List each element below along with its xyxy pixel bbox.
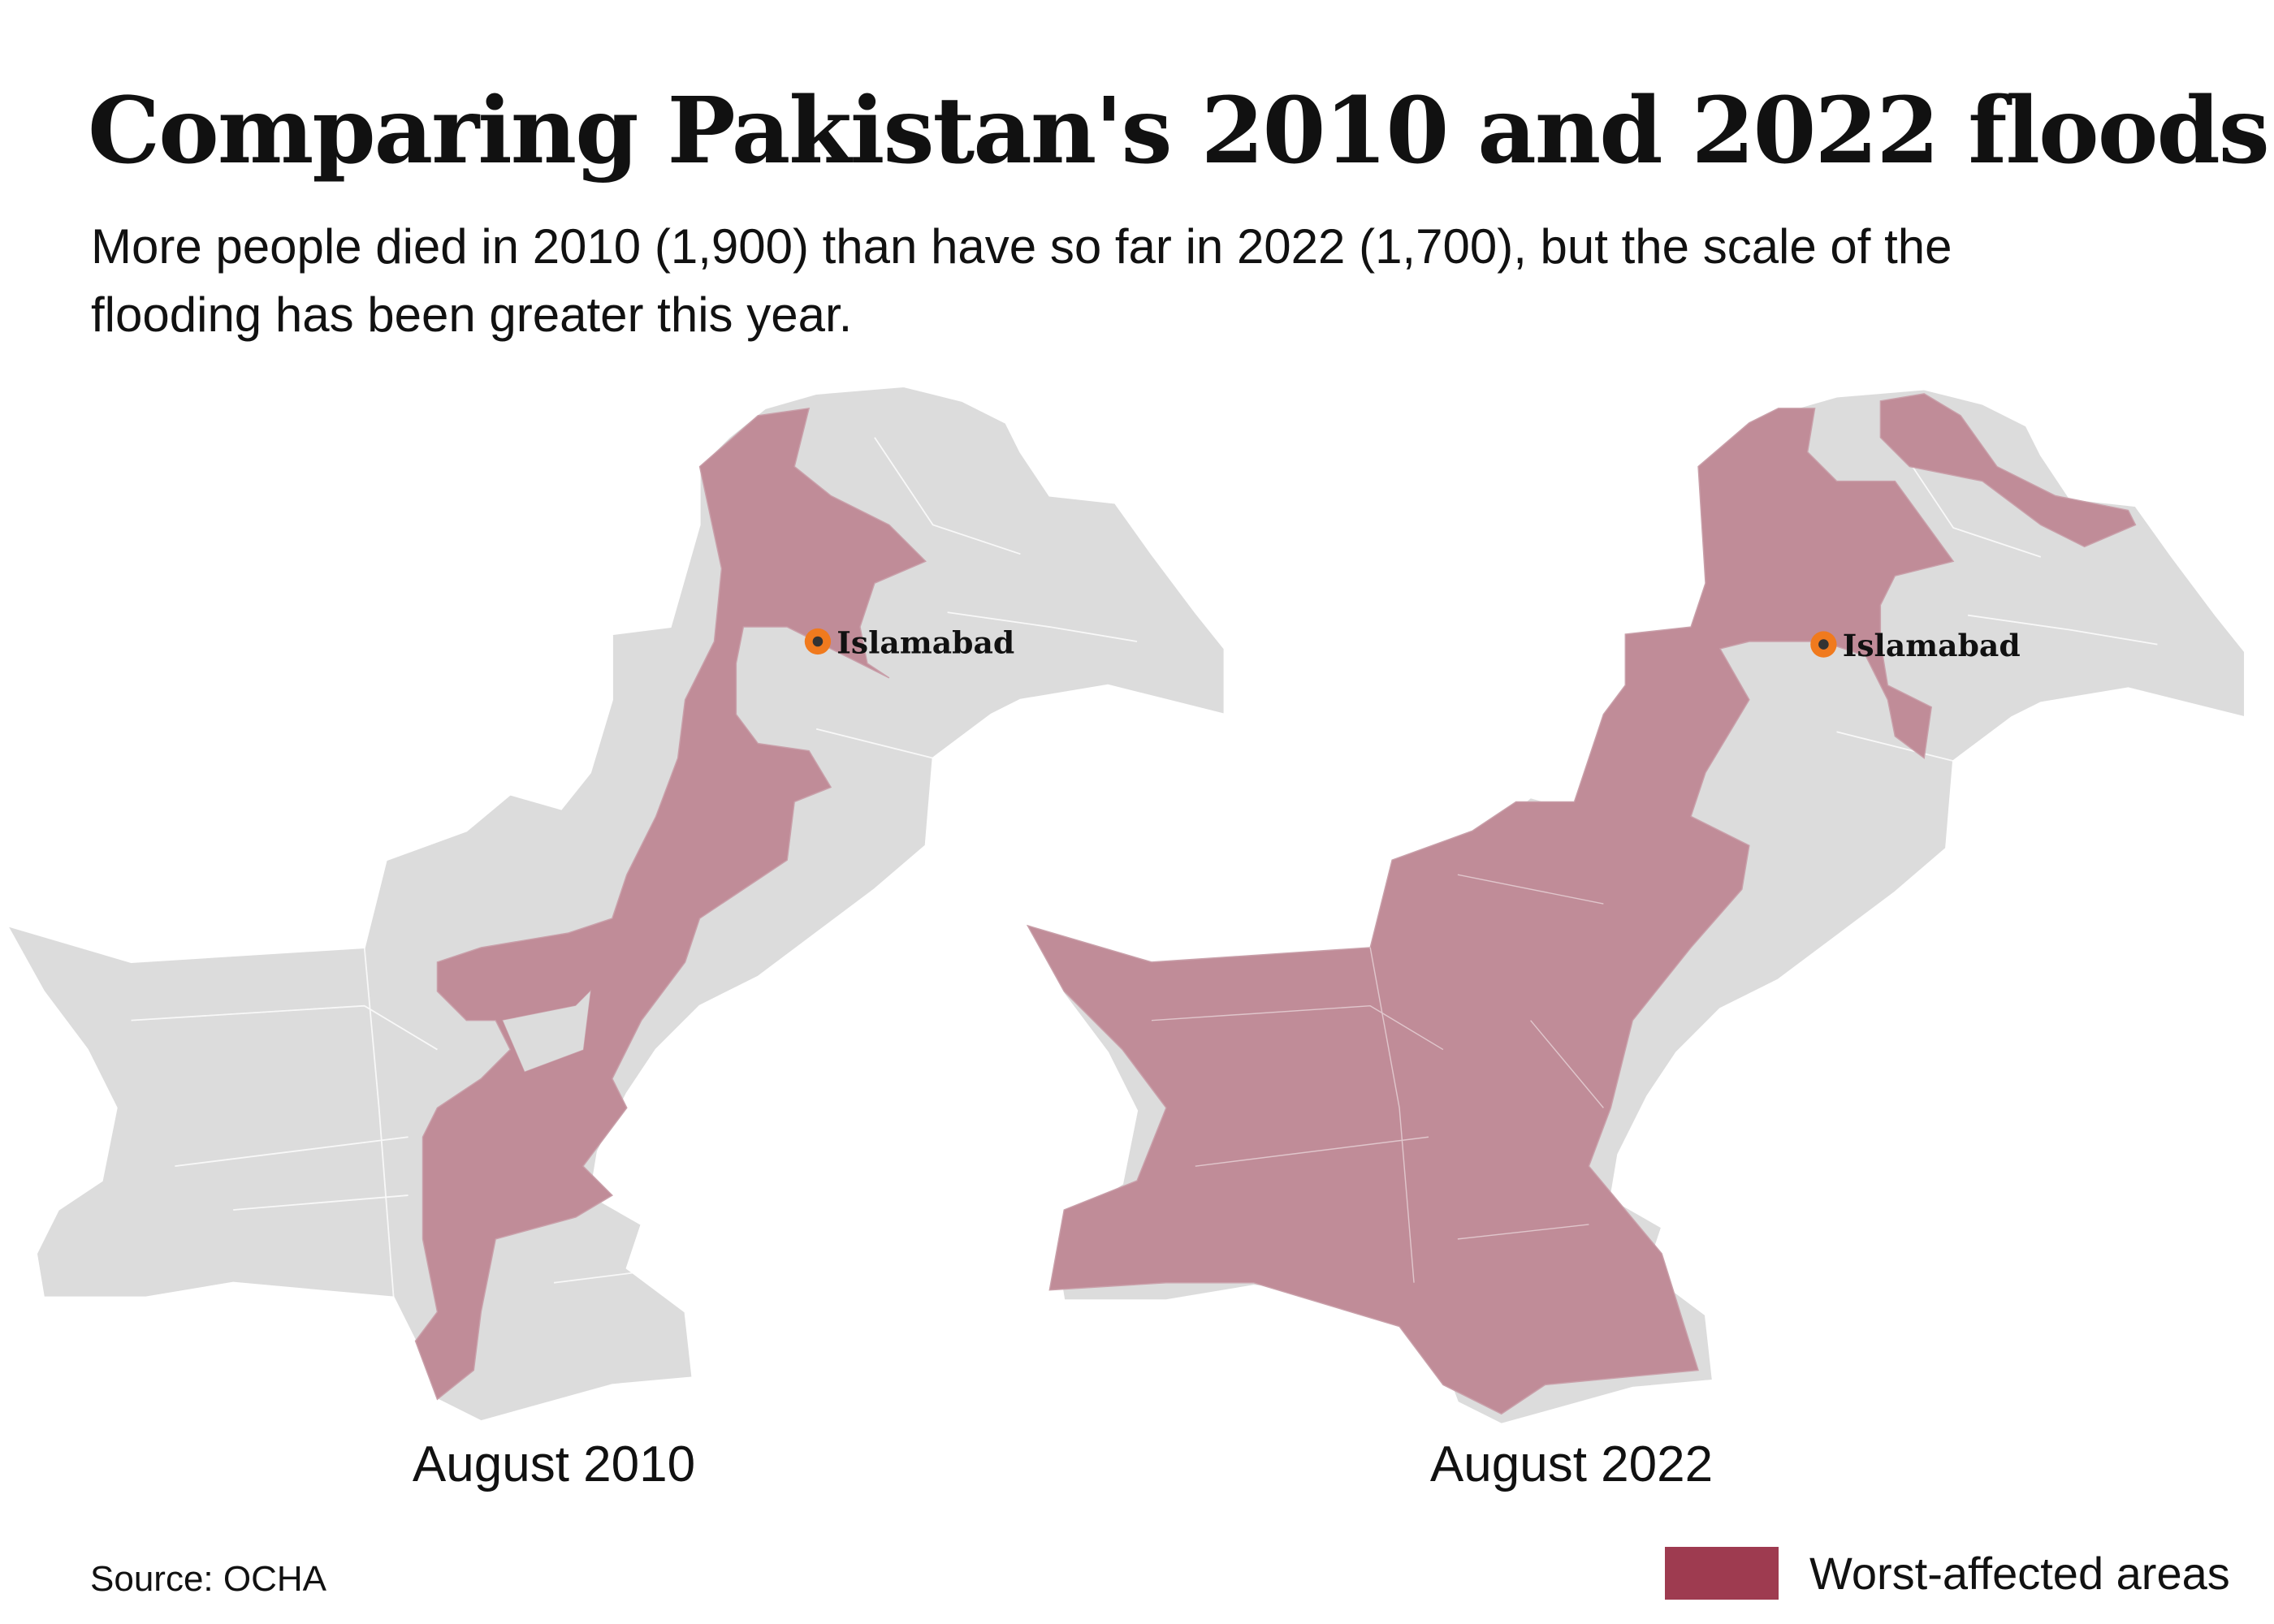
pakistan-outline [6, 385, 1226, 1423]
legend-label: Worst-affected areas [1809, 1548, 2230, 1599]
city-label: Islamabad [1843, 628, 2021, 663]
unaffected-pocket [503, 991, 590, 1072]
subtitle: More people died in 2010 (1,900) than ha… [91, 219, 1952, 342]
legend-swatch [1665, 1547, 1779, 1600]
map-2022: Islamabad [1026, 388, 2246, 1425]
islamabad-marker [1810, 631, 1837, 658]
map-2010: Islamabad [6, 385, 1226, 1423]
legend: Worst-affected areas [1665, 1547, 2230, 1600]
district-borders [1778, 439, 2158, 1025]
district-borders [1151, 874, 1604, 1283]
page-title: Comparing Pakistan's 2010 and 2022 flood… [88, 78, 2270, 184]
map-label-2010: August 2010 [412, 1436, 696, 1492]
flooded-area-2022 [1026, 408, 1955, 1415]
islamabad-marker [804, 628, 832, 655]
map-label-2022: August 2022 [1429, 1436, 1714, 1492]
city-label: Islamabad [837, 624, 1014, 660]
district-borders [131, 437, 1138, 1298]
flooded-area-2022-northeast [1879, 393, 2137, 548]
source-note: Source: OCHA [90, 1559, 326, 1599]
